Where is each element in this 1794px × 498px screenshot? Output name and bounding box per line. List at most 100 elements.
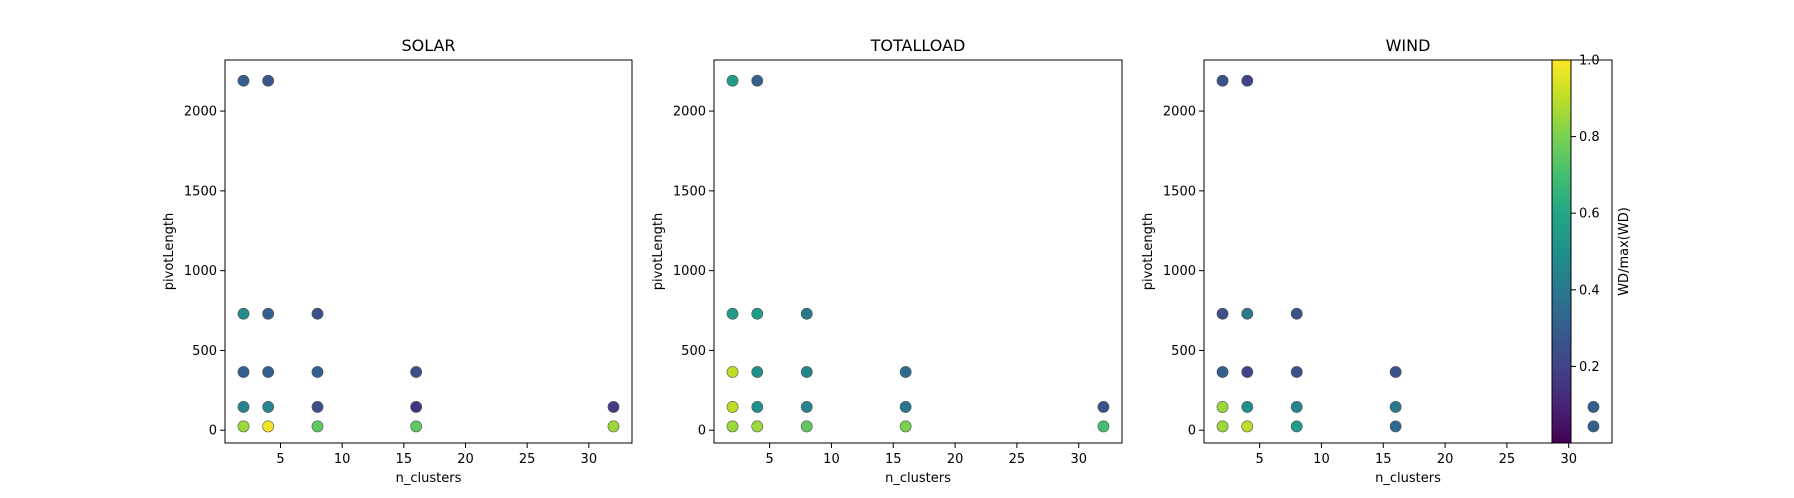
subplot-solar: 5 10 15 20 25 30 0 500 1000 1500 2000 SOLAR n_cluste… [162,36,633,486]
point [410,401,423,413]
point [1216,401,1229,413]
point [726,420,739,433]
point [262,307,275,320]
point [751,307,764,320]
y-axis-label: pivotLength [162,213,177,290]
x-axis-label: n_clusters [396,471,462,486]
point [607,420,620,433]
point [1389,420,1402,433]
subplot-wind: 5 10 15 20 25 30 0 500 1000 1500 2000 WIND n_cluster… [1141,36,1613,486]
point [1241,366,1254,378]
point [751,74,764,87]
point [1216,366,1229,378]
point [262,420,275,433]
point [751,401,764,413]
y-tick-label: 1500 [673,184,706,199]
colorbar-tick-label: 0.6 [1579,207,1600,222]
point [311,307,324,320]
point [410,420,423,433]
point [751,366,764,378]
x-tick-label: 10 [823,452,840,467]
point [800,420,813,433]
colorbar-tick-label: 0.8 [1579,130,1600,145]
y-tick-label: 1500 [1163,184,1196,199]
x-tick-label: 20 [1437,452,1454,467]
point [262,366,275,378]
point [899,401,912,413]
point [410,366,423,378]
x-tick-label: 25 [1499,452,1516,467]
x-tick-label: 20 [457,452,474,467]
point [800,366,813,378]
x-axis-label: n_clusters [1375,471,1441,486]
x-tick-label: 15 [1375,452,1392,467]
point [726,401,739,413]
y-tick-label: 0 [1188,424,1196,439]
point [726,74,739,87]
y-tick-label: 0 [698,424,706,439]
x-tick-label: 10 [1313,452,1330,467]
y-tick-label: 2000 [1163,105,1196,120]
point [262,401,275,413]
point [1216,420,1229,433]
y-tick-label: 0 [209,424,217,439]
x-tick-label: 5 [1255,452,1263,467]
point [800,307,813,320]
colorbar-tick-label: 0.2 [1579,360,1600,375]
x-tick-label: 30 [581,452,598,467]
y-axis-label: pivotLength [1141,213,1156,290]
colorbar: 0.2 0.4 0.6 0.8 1.0 WD/max(WD) [1551,54,1632,444]
point [1241,420,1254,433]
colorbar-tick-label: 1.0 [1579,54,1600,69]
subplot-title: TOTALLOAD [870,36,966,55]
x-tick-label: 30 [1070,452,1087,467]
point [1241,401,1254,413]
point [237,420,250,433]
point [237,74,250,87]
y-tick-label: 500 [192,344,217,359]
point [726,307,739,320]
point [1216,307,1229,320]
x-tick-label: 15 [396,452,413,467]
y-tick-label: 500 [681,344,706,359]
point [800,401,813,413]
point [262,74,275,87]
x-tick-label: 15 [885,452,902,467]
x-tick-label: 30 [1560,452,1577,467]
point [237,401,250,413]
colorbar-bar [1551,59,1572,444]
point [311,401,324,413]
point [726,366,739,378]
x-tick-label: 20 [947,452,964,467]
point [1389,401,1402,413]
subplot-title: SOLAR [401,36,455,55]
axes-frame [713,59,1123,444]
x-tick-label: 5 [765,452,773,467]
axes-frame [1203,59,1613,444]
x-tick-label: 25 [1009,452,1026,467]
point [899,420,912,433]
point [1587,420,1600,433]
colorbar-label: WD/max(WD) [1617,207,1632,296]
point [1216,74,1229,87]
point [1241,307,1254,320]
subplot-title: WIND [1386,36,1431,55]
y-tick-label: 2000 [184,105,217,120]
x-tick-label: 10 [334,452,351,467]
point [1097,401,1110,413]
y-tick-label: 1500 [184,184,217,199]
y-tick-label: 2000 [673,105,706,120]
x-tick-label: 25 [519,452,536,467]
axes-frame [224,59,633,444]
point [1290,420,1303,433]
point [1290,366,1303,378]
point [1097,420,1110,433]
x-axis-label: n_clusters [885,471,951,486]
y-tick-label: 1000 [1163,264,1196,279]
point [1290,307,1303,320]
point [607,401,620,413]
point [899,366,912,378]
point [237,307,250,320]
x-tick-label: 5 [276,452,284,467]
